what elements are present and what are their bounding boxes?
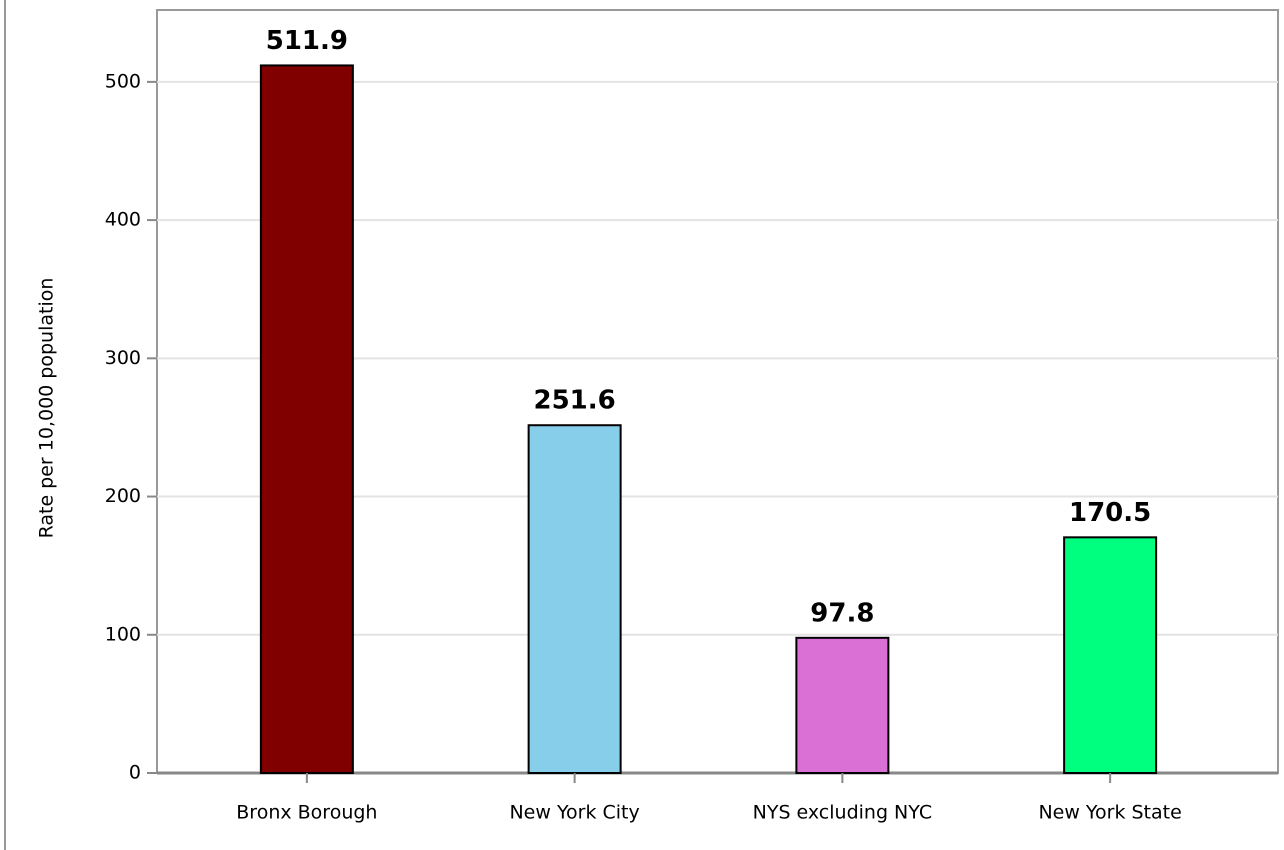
y-tick-label: 100 bbox=[105, 623, 141, 645]
value-label: 251.6 bbox=[534, 386, 616, 416]
y-axis-label: Rate per 10,000 population bbox=[36, 278, 58, 539]
y-tick-label: 300 bbox=[105, 347, 141, 369]
bar bbox=[527, 424, 622, 774]
value-label: 170.5 bbox=[1069, 498, 1151, 528]
y-tick-label: 400 bbox=[105, 209, 141, 231]
bar bbox=[259, 64, 354, 774]
y-tick-label: 200 bbox=[105, 485, 141, 507]
bar bbox=[795, 636, 890, 774]
bar bbox=[1063, 536, 1158, 774]
y-tick-label: 0 bbox=[129, 762, 141, 784]
value-label: 97.8 bbox=[810, 598, 874, 628]
y-tick-label: 500 bbox=[105, 70, 141, 92]
x-tick-label: NYS excluding NYC bbox=[753, 802, 932, 824]
x-tick-label: New York State bbox=[1038, 802, 1181, 824]
x-tick-label: Bronx Borough bbox=[236, 802, 377, 824]
x-tick-label: New York City bbox=[509, 802, 639, 824]
value-label: 511.9 bbox=[266, 26, 348, 56]
